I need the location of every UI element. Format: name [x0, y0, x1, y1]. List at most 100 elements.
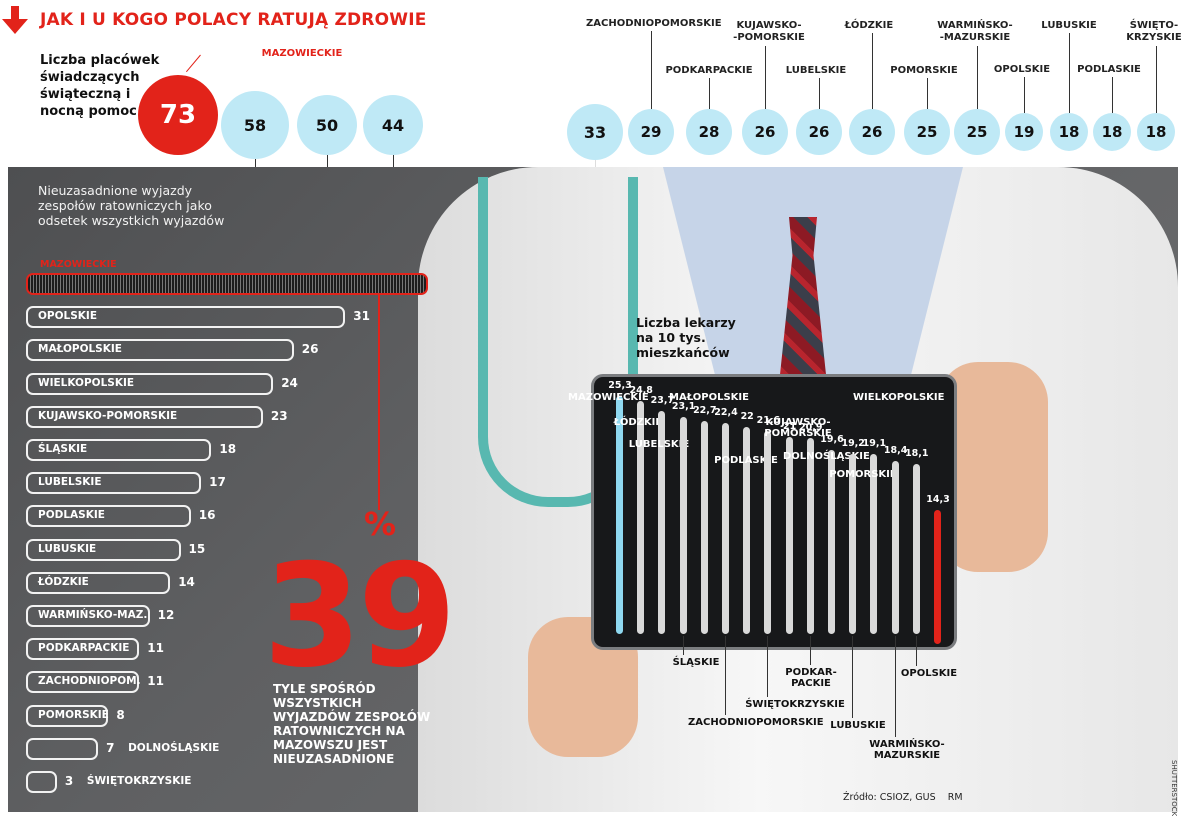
dbar-11	[849, 453, 857, 634]
bubble-connector-13	[1069, 33, 1070, 113]
dbar-2	[658, 411, 666, 634]
hbar-name-15: ŚWIĘTOKRZYSKIE	[86, 775, 192, 787]
hbar-value-7: 16	[198, 508, 216, 523]
bubble-1: 58	[221, 91, 289, 159]
dbar-value-10: 19,6	[820, 433, 844, 445]
dbar-8	[785, 436, 793, 634]
hbar-value-14: 7	[106, 740, 115, 755]
hbar-2: MAŁOPOLSKIE	[26, 339, 294, 362]
dbar-name-7: ŚWIĘTOKRZYSKIE	[745, 699, 845, 710]
dbar-0	[616, 396, 623, 634]
bubble-label-15: ŚWIĘTO- KRZYSKIE	[1126, 20, 1182, 43]
hbar-value-8: 15	[188, 541, 206, 556]
hbar-value-12: 11	[147, 674, 164, 689]
doctor-photo-panel: Nieuzasadnione wyjazdy zespołów ratownic…	[8, 167, 1178, 812]
bubble-5: 29	[628, 109, 674, 155]
dbar-connector-14	[915, 636, 917, 666]
percent-sign: %	[364, 505, 397, 543]
hbar-value-1: 31	[353, 309, 370, 324]
hbar-13: POMORSKIE	[26, 704, 109, 727]
hbar-9: ŁÓDZKIE	[26, 571, 171, 594]
bubble-label-14: PODLASKIE	[1077, 64, 1141, 75]
dbar-value-9: 20,9	[799, 421, 823, 433]
page-title: JAK I U KOGO POLACY RATUJĄ ZDROWIE	[40, 10, 427, 30]
hbar-value-5: 18	[219, 442, 237, 456]
dbar-name-3: ŚLĄSKIE	[672, 657, 720, 668]
hbar-value-3: 24	[281, 375, 298, 390]
hbar-value-11: 11	[147, 641, 164, 656]
dbar-value-8: 21	[782, 420, 797, 432]
unjustified-trips-title: Nieuzasadnione wyjazdy zespołów ratownic…	[38, 183, 225, 228]
dbar-3	[679, 416, 687, 634]
stethoscope-icon	[478, 177, 638, 507]
bubble-label-9: ŁÓDZKIE	[844, 20, 894, 31]
bubble-2: 50	[297, 95, 357, 155]
dbar-value-2: 23,7	[650, 395, 675, 407]
dbar-name-13: WARMIŃSKO- MAZURSKIE	[869, 739, 945, 761]
hbar-name-8: LUBUSKIE	[38, 542, 97, 555]
hbar-name-11: PODKARPACKIE	[38, 642, 130, 655]
dbar-name-9: PODKAR- PACKIE	[785, 667, 837, 689]
dbar-name-14: OPOLSKIE	[900, 668, 958, 679]
dbar-name-5: ZACHODNIOPOMORSKIE	[688, 717, 824, 728]
hbar-name-14: DOLNOŚLĄSKIE	[128, 741, 220, 754]
hbar-value-2: 26	[301, 342, 319, 357]
hbar-1: OPOLSKIE	[26, 306, 346, 329]
hbar-value-13: 8	[116, 707, 125, 722]
hbar-5: ŚLĄSKIE	[26, 439, 212, 461]
dbar-4	[700, 420, 708, 634]
bubble-3: 44	[363, 95, 423, 155]
bubble-7: 26	[742, 109, 788, 155]
dbar-name-1: ŁÓDZKIE	[613, 417, 663, 428]
dbar-value-4: 22,7	[693, 404, 717, 416]
dbar-connector-11	[852, 636, 854, 718]
hbar-name-0: MAZOWIECKIE	[40, 259, 117, 270]
bubble-connector-5	[651, 31, 652, 109]
bubble-15: 18	[1137, 113, 1175, 151]
hbar-value-9: 14	[178, 574, 195, 589]
bubble-6: 28	[686, 109, 732, 155]
bubble-8: 26	[796, 109, 842, 155]
dbar-6	[743, 427, 751, 634]
dbar-value-3: 23,1	[671, 400, 696, 412]
big-percentage: 39	[263, 534, 457, 699]
hbar-11: PODKARPACKIE	[26, 638, 140, 661]
dbar-value-7: 21,6	[756, 414, 781, 426]
source-note: Źródło: CSIOZ, GUS RM	[843, 792, 963, 803]
bubble-label-7: KUJAWSKO- -POMORSKIE	[733, 20, 805, 43]
bubble-12: 19	[1005, 113, 1043, 151]
bubble-label-5: ZACHODNIOPOMORSKIE	[586, 18, 722, 29]
dbar-value-15: 14,3	[926, 493, 950, 505]
hbar-0	[26, 273, 428, 295]
bubble-9: 26	[849, 109, 895, 155]
dbar-value-11: 19,2	[841, 437, 865, 449]
bubble-13: 18	[1050, 113, 1088, 151]
dbar-1	[637, 400, 645, 634]
hbar-8: LUBUSKIE	[26, 538, 181, 561]
hbar-name-1: OPOLSKIE	[38, 310, 98, 323]
dbar-connector-3	[682, 636, 684, 655]
dbar-name-0: MAZOWIECKIE	[568, 392, 649, 403]
mazowieckie-connector	[378, 295, 380, 510]
bubble-label-10: POMORSKIE	[890, 65, 958, 76]
dbar-name-8: KUJAWSKO- POMORSKIE	[764, 417, 832, 439]
dbar-connector-7	[767, 636, 769, 697]
bubble-connector-12	[1024, 77, 1025, 113]
bubble-10: 25	[904, 109, 950, 155]
hbar-12: ZACHODNIOPOM.	[26, 671, 141, 694]
bubble-connector-6	[709, 78, 710, 109]
hbar-3: WIELKOPOLSKIE	[26, 372, 274, 395]
photo-credit: SHUTTERSTOCK	[1170, 760, 1178, 816]
hbar-value-6: 17	[209, 475, 226, 490]
dbar-value-1: 24,8	[629, 384, 653, 396]
bubble-connector-9	[872, 33, 873, 109]
big-percentage-note: TYLE SPOŚRÓD WSZYSTKICH WYJAZDÓW ZESPOŁÓ…	[273, 682, 431, 766]
hbar-6: LUBELSKIE	[26, 472, 202, 495]
hbar-name-5: ŚLĄSKIE	[38, 443, 88, 455]
bubble-label-6: PODKARPACKIE	[665, 65, 753, 76]
hbar-name-2: MAŁOPOLSKIE	[38, 343, 122, 356]
dbar-name-10: DOLNOŚLĄSKIE	[783, 451, 870, 462]
dbar-name-15: WIELKOPOLSKIE	[853, 392, 945, 403]
dbar-5	[722, 423, 729, 634]
bubble-connector-8	[819, 78, 820, 109]
